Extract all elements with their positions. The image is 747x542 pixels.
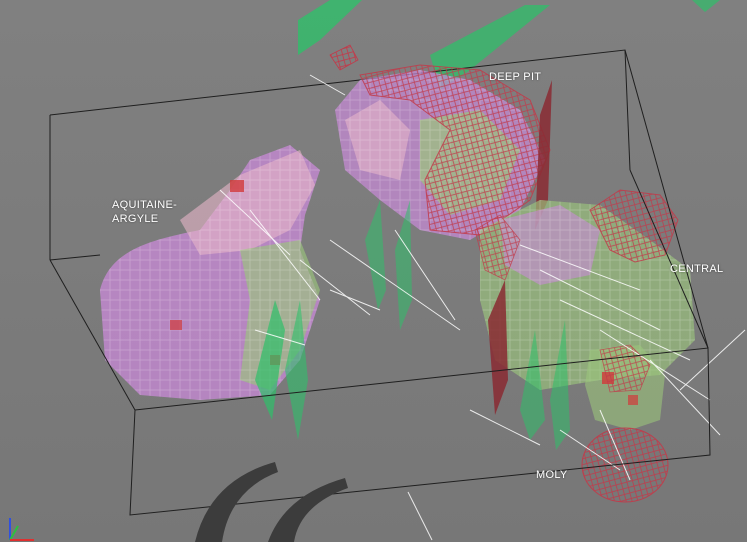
label-moly: MOLY xyxy=(536,469,568,481)
label-central: CENTRAL xyxy=(670,263,724,275)
wireframe-shell-moly xyxy=(581,344,669,503)
block-model-aquitaine-argyle xyxy=(100,145,320,440)
drillhole-traces xyxy=(219,74,746,541)
label-aquitaine-argyle: AQUITAINE- ARGYLE xyxy=(112,199,178,225)
wireframe-shell-deep-pit xyxy=(329,44,552,330)
wireframe-shell-central xyxy=(474,189,679,450)
pit-outline-arcs xyxy=(195,462,348,542)
axis-triad[interactable] xyxy=(4,512,44,542)
y-axis-icon xyxy=(9,525,19,541)
label-deep-pit: DEEP PIT xyxy=(489,71,542,83)
bounding-box-front xyxy=(49,49,711,516)
